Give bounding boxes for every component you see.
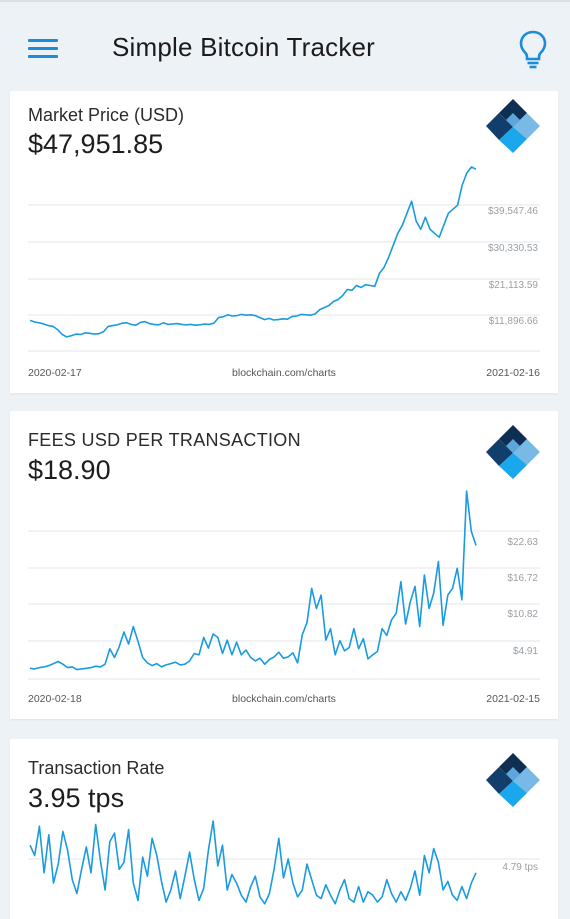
series-line bbox=[29, 490, 477, 671]
lightbulb-button[interactable] bbox=[512, 26, 554, 70]
app-bar: Simple Bitcoin Tracker bbox=[0, 0, 570, 90]
start-date-label: 2020-02-18 bbox=[28, 693, 82, 705]
y-tick-label: $21,113.59 bbox=[489, 280, 539, 291]
blockchain-logo-icon bbox=[486, 753, 540, 807]
y-tick-label: $16.72 bbox=[507, 573, 538, 584]
card-value: $18.90 bbox=[28, 455, 111, 485]
source-label: blockchain.com/charts bbox=[232, 367, 336, 379]
hamburger-menu-icon-bar bbox=[28, 55, 58, 58]
y-tick-label: $11,896.66 bbox=[489, 316, 539, 327]
y-tick-label: $22.63 bbox=[507, 537, 538, 548]
fees-chart: $22.63 $16.72 $10.82 $4.91 2020-02-18 blockch… bbox=[28, 490, 540, 705]
card-value: 3.95 tps bbox=[28, 783, 125, 813]
y-tick-label: 4.79 tps bbox=[502, 862, 538, 873]
y-tick-label: $4.91 bbox=[513, 646, 538, 657]
series-line bbox=[29, 166, 477, 338]
market-price-chart: $39,547.46 $30,330.53 $21,113.59 $11,896.66… bbox=[28, 166, 540, 379]
source-label: blockchain.com/charts bbox=[232, 693, 336, 705]
card-title: Transaction Rate bbox=[28, 758, 165, 778]
fees-per-transaction-card[interactable]: FEES USD PER TRANSACTION $18.90 $22.63 $1… bbox=[10, 411, 558, 719]
end-date-label: 2021-02-15 bbox=[486, 693, 540, 705]
blockchain-logo-icon bbox=[486, 425, 540, 479]
end-date-label: 2021-02-16 bbox=[486, 367, 540, 379]
series-line bbox=[29, 820, 477, 905]
y-tick-label: $30,330.53 bbox=[488, 243, 538, 254]
lightbulb-icon bbox=[519, 30, 547, 69]
start-date-label: 2020-02-17 bbox=[28, 367, 82, 379]
market-price-card[interactable]: Market Price (USD) $47,951.85 $39,547.46… bbox=[10, 91, 558, 393]
hamburger-menu-icon-bar bbox=[28, 47, 58, 50]
transaction-rate-chart: 4.79 tps bbox=[28, 820, 540, 905]
y-tick-label: $10.82 bbox=[507, 609, 538, 620]
card-title: Market Price (USD) bbox=[28, 105, 185, 125]
transaction-rate-card[interactable]: Transaction Rate 3.95 tps 4.79 tps bbox=[10, 739, 558, 919]
blockchain-logo-icon bbox=[486, 99, 540, 153]
card-value: $47,951.85 bbox=[28, 129, 164, 159]
y-tick-label: $39,547.46 bbox=[488, 206, 538, 217]
hamburger-menu-icon bbox=[28, 39, 58, 42]
menu-button[interactable] bbox=[22, 32, 66, 66]
card-title: FEES USD PER TRANSACTION bbox=[28, 430, 301, 450]
app-title: Simple Bitcoin Tracker bbox=[112, 32, 376, 62]
